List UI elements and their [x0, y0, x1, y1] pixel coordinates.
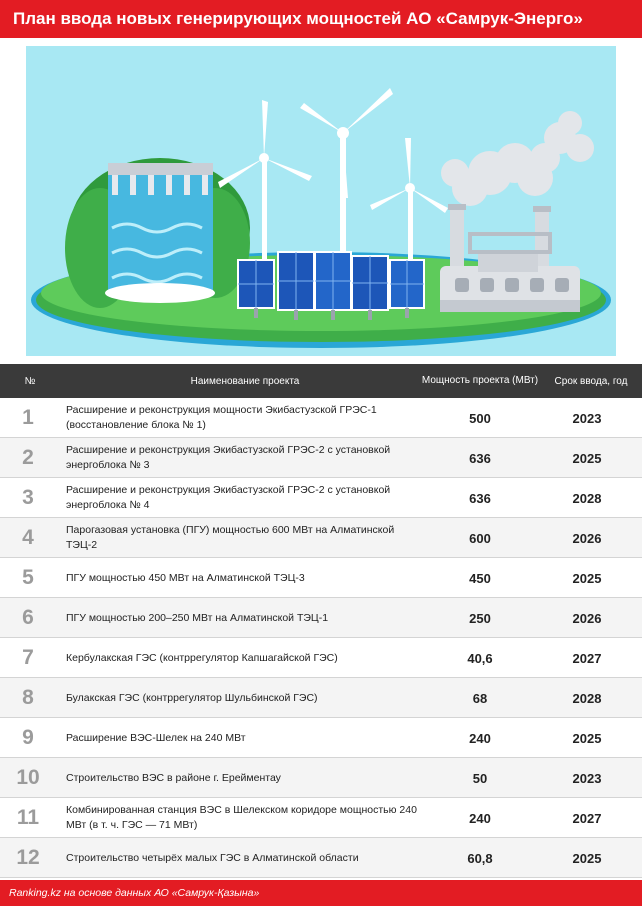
- row-power: 240: [469, 730, 491, 746]
- row-number: 10: [16, 766, 40, 789]
- row-year: 2028: [572, 490, 602, 506]
- table-row: 5 ПГУ мощностью 450 МВт на Алматинской Т…: [0, 558, 642, 598]
- row-year: 2026: [572, 530, 602, 546]
- row-project-name: ПГУ мощностью 450 МВт на Алматинской ТЭЦ…: [66, 571, 305, 584]
- table-row: 10 Строительство ВЭС в районе г. Ереймен…: [0, 758, 642, 798]
- header-commissioning-year: Срок ввода, год: [554, 375, 628, 387]
- row-number: 2: [22, 446, 34, 469]
- row-number: 6: [22, 606, 34, 629]
- row-power: 40,6: [467, 650, 493, 666]
- row-number: 11: [16, 806, 40, 829]
- table-header: № Наименование проекта Мощность проекта …: [0, 364, 642, 398]
- solar-panel-icon: [237, 251, 425, 320]
- row-power: 60,8: [467, 850, 493, 866]
- row-power: 50: [472, 770, 488, 786]
- row-project-name: Расширение ВЭС-Шелек на 240 МВт: [66, 731, 246, 744]
- row-project-name: Парогазовая установка (ПГУ) мощностью 60…: [66, 524, 395, 551]
- table-row: 1 Расширение и реконструкция мощности Эк…: [0, 398, 642, 438]
- row-year: 2026: [572, 610, 602, 626]
- row-project-name: Расширение и реконструкция Экибастузской…: [66, 444, 391, 471]
- table-row: 6 ПГУ мощностью 200–250 МВт на Алматинск…: [0, 598, 642, 638]
- row-number: 4: [22, 526, 34, 549]
- row-power: 240: [469, 810, 491, 826]
- row-project-name: ПГУ мощностью 200–250 МВт на Алматинской…: [66, 611, 329, 624]
- power-plant-icon: [440, 204, 580, 312]
- row-project-name: Кербулакская ГЭС (контррегулятор Капшага…: [66, 651, 338, 664]
- row-power: 500: [469, 410, 491, 426]
- table-row: 9 Расширение ВЭС-Шелек на 240 МВт 240 20…: [0, 718, 642, 758]
- wind-turbine-icon: [218, 88, 448, 278]
- row-project-name: Комбинированная станция ВЭС в Шелекском …: [66, 804, 417, 831]
- row-number: 8: [22, 686, 34, 709]
- row-year: 2023: [572, 770, 602, 786]
- table-row: 3 Расширение и реконструкция Экибастузск…: [0, 478, 642, 518]
- row-year: 2025: [572, 570, 602, 586]
- source-footer: Ranking.kz на основе данных АО «Самрук-Қ…: [0, 880, 642, 906]
- row-number: 1: [22, 406, 34, 429]
- row-number: 3: [22, 486, 34, 509]
- table-row: 8 Булакская ГЭС (контррегулятор Шульбинс…: [0, 678, 642, 718]
- table-row: 7 Кербулакская ГЭС (контррегулятор Капша…: [0, 638, 642, 678]
- row-year: 2025: [572, 850, 602, 866]
- header-number: №: [24, 375, 36, 387]
- projects-table: 1 Расширение и реконструкция мощности Эк…: [0, 398, 642, 878]
- row-year: 2025: [572, 730, 602, 746]
- table-row: 11 Комбинированная станция ВЭС в Шелекск…: [0, 798, 642, 838]
- row-power: 636: [469, 450, 491, 466]
- row-project-name: Расширение и реконструкция мощности Экиб…: [66, 404, 377, 431]
- row-project-name: Строительство ВЭС в районе г. Ерейментау: [66, 771, 281, 784]
- hydro-dam-icon: [65, 158, 250, 308]
- row-year: 2027: [572, 650, 602, 666]
- header-project-name: Наименование проекта: [190, 375, 300, 387]
- row-power: 636: [469, 490, 491, 506]
- table-row: 4 Парогазовая установка (ПГУ) мощностью …: [0, 518, 642, 558]
- page-title: План ввода новых генерирующих мощностей …: [0, 0, 642, 38]
- row-year: 2025: [572, 450, 602, 466]
- row-number: 12: [16, 846, 40, 869]
- header-power: Мощность проекта (МВт): [421, 375, 539, 386]
- table-row: 2 Расширение и реконструкция Экибастузск…: [0, 438, 642, 478]
- table-row: 12 Строительство четырёх малых ГЭС в Алм…: [0, 838, 642, 878]
- row-year: 2028: [572, 690, 602, 706]
- energy-illustration: [0, 38, 642, 364]
- row-year: 2027: [572, 810, 602, 826]
- row-number: 5: [22, 566, 34, 589]
- row-power: 68: [472, 690, 488, 706]
- row-project-name: Расширение и реконструкция Экибастузской…: [66, 484, 391, 511]
- row-number: 7: [22, 646, 34, 669]
- row-year: 2023: [572, 410, 602, 426]
- row-project-name: Булакская ГЭС (контррегулятор Шульбинско…: [66, 691, 318, 704]
- steam-clouds: [441, 111, 594, 206]
- row-power: 600: [469, 530, 491, 546]
- row-power: 250: [469, 610, 491, 626]
- row-number: 9: [22, 726, 34, 749]
- row-project-name: Строительство четырёх малых ГЭС в Алмати…: [66, 851, 359, 864]
- row-power: 450: [469, 570, 491, 586]
